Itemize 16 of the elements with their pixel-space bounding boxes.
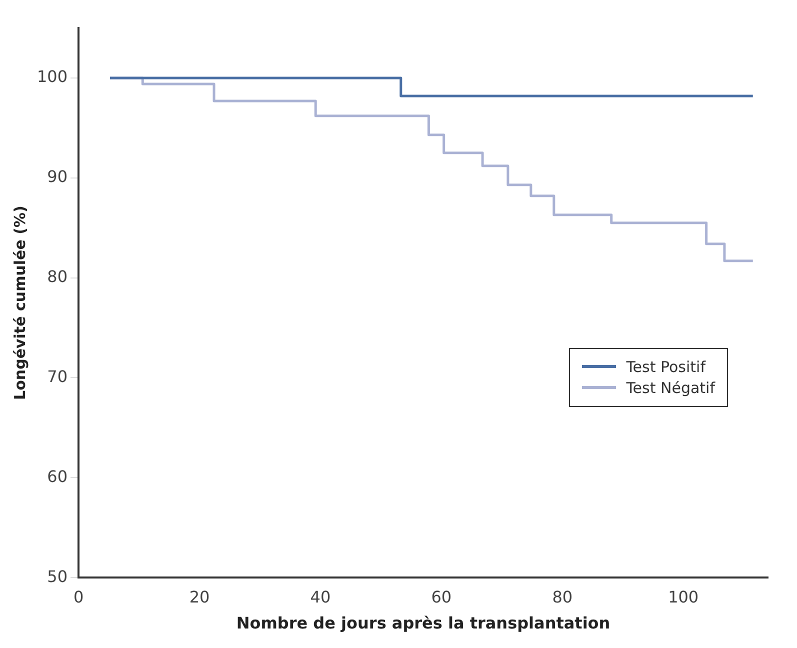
y-tick-label: 100 (36, 67, 68, 86)
y-tick-label: 90 (47, 167, 68, 186)
x-tick-label: 20 (189, 587, 210, 606)
x-tick-label: 80 (552, 587, 573, 606)
y-tick-label: 70 (47, 366, 68, 386)
x-tick-label: 60 (431, 587, 452, 606)
x-tick-label: 0 (73, 587, 84, 606)
legend-label: Test Négatif (626, 378, 715, 397)
y-tick-label: 60 (47, 466, 68, 486)
y-axis-title: Longévité cumulée (%) (10, 206, 29, 400)
x-tick-label: 40 (310, 587, 331, 606)
x-axis-title: Nombre de jours après la transplantation (236, 614, 610, 633)
y-tick-label: 80 (47, 266, 68, 286)
legend-label: Test Positif (626, 358, 706, 376)
x-tick-label: 100 (668, 587, 699, 606)
y-tick-label: 50 (47, 566, 68, 586)
